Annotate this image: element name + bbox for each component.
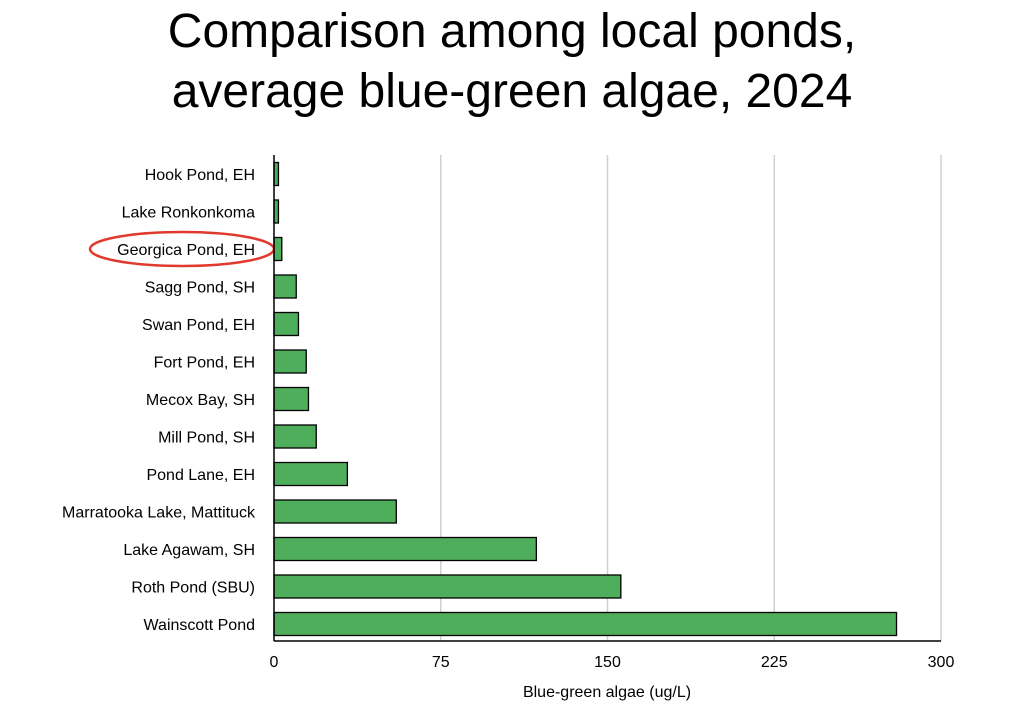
bar [273, 611, 898, 637]
category-label: Hook Pond, EH [145, 167, 255, 184]
x-axis-title: Blue-green algae (ug/L) [523, 684, 691, 701]
category-label: Lake Ronkonkoma [122, 205, 256, 222]
category-label: Mecox Bay, SH [146, 392, 255, 409]
bar [273, 499, 397, 524]
category-label: Fort Pond, EH [154, 355, 255, 372]
chart-title-line-2: average blue-green algae, 2024 [171, 65, 853, 118]
bar [273, 349, 307, 374]
x-tick-label: 75 [432, 654, 450, 671]
x-tick-label: 225 [761, 654, 788, 671]
bar [273, 536, 538, 562]
category-label: Roth Pond (SBU) [131, 580, 255, 597]
chart-title: Comparison among local ponds, average bl… [0, 2, 1024, 122]
category-label: Georgica Pond, EH [117, 242, 255, 259]
category-label: Marratooka Lake, Mattituck [62, 505, 256, 522]
category-label: Wainscott Pond [144, 617, 255, 634]
category-label: Pond Lane, EH [146, 467, 255, 484]
category-label: Sagg Pond, SH [145, 280, 255, 297]
category-label: Mill Pond, SH [158, 430, 255, 447]
category-label: Lake Agawam, SH [123, 542, 255, 559]
bar [273, 386, 310, 412]
bar [273, 311, 300, 337]
x-tick-label: 300 [928, 654, 955, 671]
chart-title-line-1: Comparison among local ponds, [167, 5, 857, 58]
x-tick-label: 0 [270, 654, 279, 671]
bar [273, 424, 317, 449]
bar [273, 574, 622, 599]
category-label: Swan Pond, EH [142, 317, 255, 334]
bar [273, 274, 297, 299]
x-tick-label: 150 [594, 654, 621, 671]
bar [273, 461, 349, 487]
